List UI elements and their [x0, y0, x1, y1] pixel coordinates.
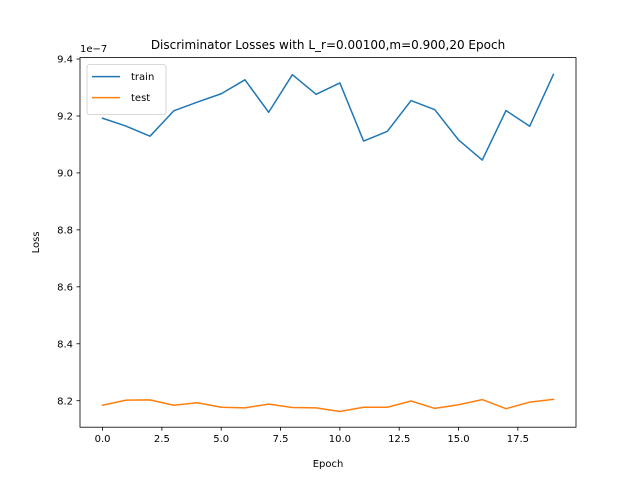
x-axis-label: Epoch	[313, 459, 344, 470]
y-tick-label: 9.2	[57, 112, 73, 123]
y-tick-label: 8.4	[57, 339, 73, 350]
x-axis: 0.0 2.5 5.0 7.5 10.0 12.5 15.0 17.5	[95, 427, 529, 445]
x-tick-label: 17.5	[507, 434, 529, 445]
y-axis-offset-label: 1e−7	[80, 44, 107, 55]
series-layer	[101, 73, 555, 413]
y-tick-label: 9.0	[57, 169, 73, 180]
chart-title: Discriminator Losses with L_r=0.00100,m=…	[151, 38, 505, 52]
x-tick-label: 10.0	[329, 434, 351, 445]
x-tick-label: 0.0	[95, 434, 111, 445]
y-tick-label: 8.8	[57, 225, 73, 236]
x-tick-label: 2.5	[154, 434, 170, 445]
y-tick-label: 9.4	[57, 55, 73, 66]
legend-label-train: train	[131, 72, 154, 83]
legend-label-test: test	[131, 93, 150, 104]
plot-frame	[79, 57, 577, 428]
x-tick-label: 5.0	[213, 434, 229, 445]
y-tick-label: 8.2	[57, 396, 73, 407]
y-axis-label: Loss	[31, 231, 42, 253]
legend: train test	[86, 64, 167, 115]
y-axis: 8.2 8.4 8.6 8.8 9.0 9.2 9.4	[57, 55, 80, 407]
series-line-train	[101, 73, 555, 161]
x-tick-label: 7.5	[273, 434, 289, 445]
x-tick-label: 12.5	[388, 434, 410, 445]
y-tick-label: 8.6	[57, 282, 73, 293]
series-line-test	[101, 398, 555, 413]
x-tick-label: 15.0	[447, 434, 469, 445]
